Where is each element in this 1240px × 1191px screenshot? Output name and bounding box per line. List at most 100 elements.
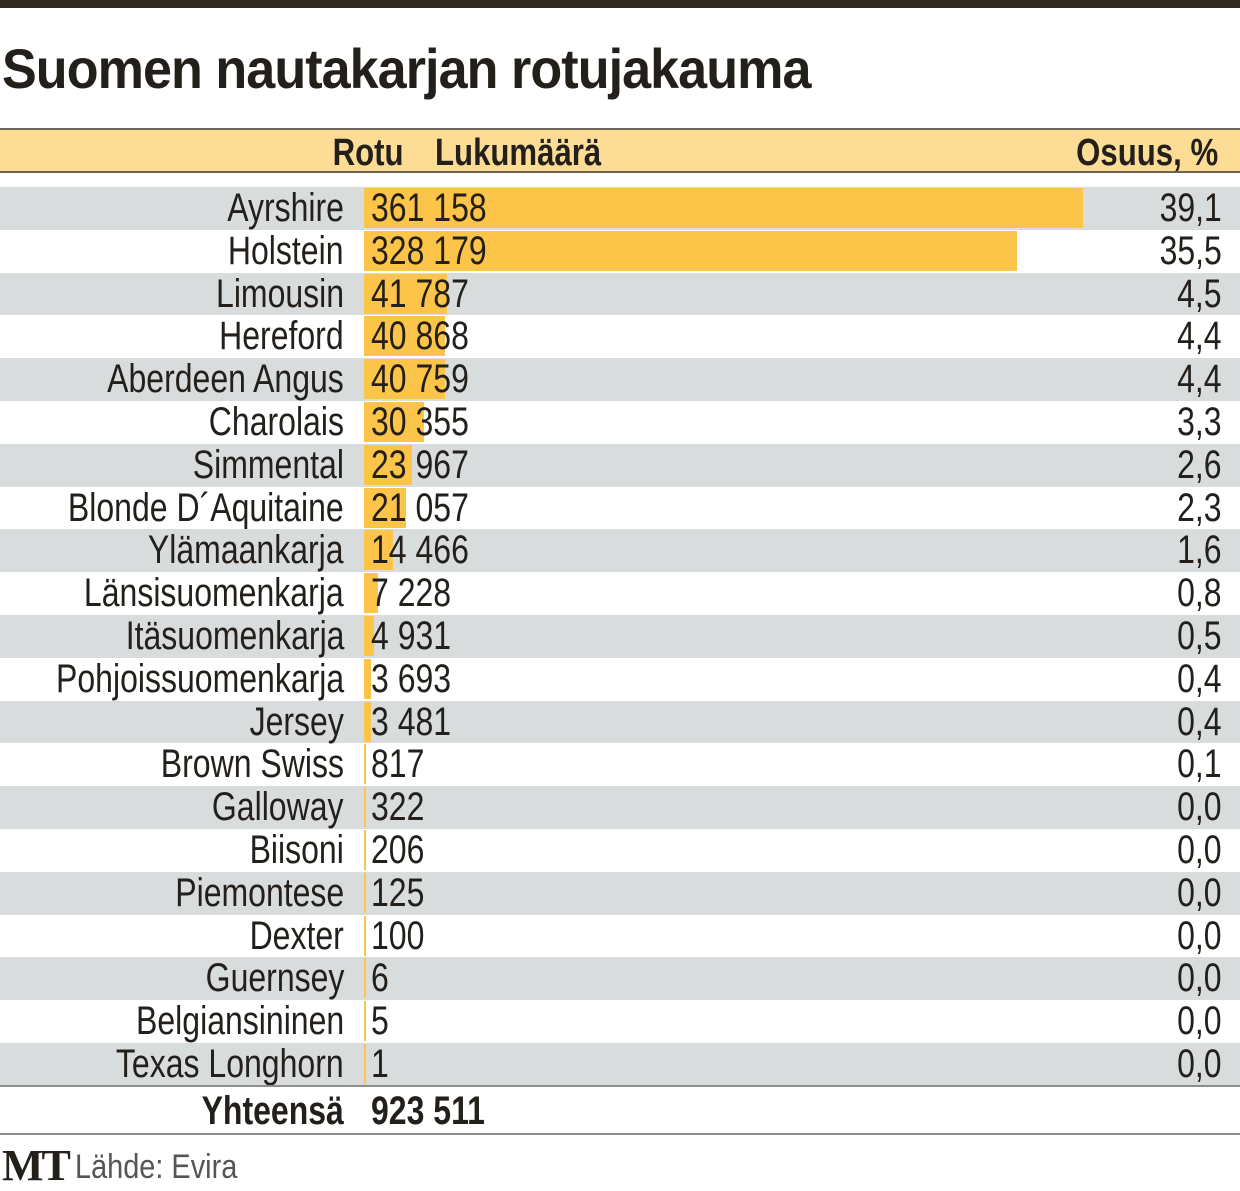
count-label: 817 (371, 742, 425, 787)
percent-label: 2,3 (1177, 485, 1222, 530)
bar (364, 1043, 366, 1084)
breed-label: Länsisuomenkarja (84, 571, 344, 616)
breed-label: Ylämaankarja (148, 528, 344, 573)
breed-label: Dexter (249, 913, 344, 958)
breed-label: Pohjoissuomenkarja (55, 656, 344, 701)
table-row: Holstein 328 179 35,5 (0, 228, 1240, 273)
mt-logo: MT (2, 1141, 71, 1190)
breed-label: Aberdeen Angus (107, 357, 344, 402)
percent-label: 0,4 (1177, 699, 1222, 744)
percent-label: 1,6 (1177, 528, 1222, 573)
total-value: 923 511 (371, 1089, 485, 1133)
table-row: Hereford 40 868 4,4 (0, 315, 1240, 358)
count-label: 30 355 (371, 399, 469, 444)
bar (364, 401, 425, 442)
table-row: Limousin 41 787 4,5 (0, 271, 1240, 316)
percent-label: 0,0 (1177, 870, 1222, 915)
table-row: Länsisuomenkarja 7 228 0,8 (0, 572, 1240, 615)
percent-label: 4,5 (1177, 271, 1222, 316)
header-osuus: Osuus, % (1076, 132, 1218, 174)
breed-label: Texas Longhorn (116, 1041, 344, 1086)
percent-label: 0,0 (1177, 999, 1222, 1044)
table-body: Ayrshire 361 158 39,1 Holstein 328 179 35,5 Li… (0, 187, 1240, 1086)
breed-label: Simmental (192, 442, 344, 487)
percent-label: 3,3 (1177, 399, 1222, 444)
breed-label: Limousin (215, 271, 344, 316)
table-row: Galloway 322 0,0 (0, 786, 1240, 829)
bar (364, 872, 366, 913)
table-header: Rotu Lukumäärä Osuus, % (0, 128, 1240, 174)
count-label: 23 967 (371, 442, 469, 487)
percent-label: 0,0 (1177, 1041, 1222, 1086)
table-row: Dexter 100 0,0 (0, 913, 1240, 958)
table-row: Brown Swiss 817 0,1 (0, 743, 1240, 786)
count-label: 3 481 (371, 699, 452, 744)
bar (364, 530, 393, 571)
percent-label: 35,5 (1159, 228, 1222, 273)
table-row: Ylämaankarja 14 466 1,6 (0, 528, 1240, 573)
breed-label: Blonde D´Aquitaine (68, 485, 344, 530)
bar (364, 915, 366, 956)
bar (364, 787, 366, 828)
breed-label: Guernsey (205, 956, 344, 1001)
table-row: Simmental 23 967 2,6 (0, 442, 1240, 487)
bar (364, 573, 379, 614)
bar (364, 658, 372, 699)
count-label: 125 (371, 870, 425, 915)
table-row: Aberdeen Angus 40 759 4,4 (0, 358, 1240, 401)
breed-label: Galloway (212, 785, 344, 830)
table-row: Jersey 3 481 0,4 (0, 699, 1240, 744)
bar (364, 316, 446, 357)
divider (0, 1133, 1240, 1135)
bar (364, 829, 366, 870)
divider (0, 1085, 1240, 1087)
header-rotu: Rotu (333, 132, 404, 174)
count-label: 361 158 (371, 186, 487, 230)
table-row: Texas Longhorn 1 0,0 (0, 1041, 1240, 1086)
breed-label: Hereford (219, 314, 345, 359)
header-lukumaara: Lukumäärä (435, 132, 602, 174)
bar (364, 444, 412, 485)
table-row: Pohjoissuomenkarja 3 693 0,4 (0, 656, 1240, 701)
table-row: Guernsey 6 0,0 (0, 956, 1240, 1001)
bar (364, 273, 448, 314)
breed-label: Belgiansininen (135, 999, 344, 1044)
table-row: Piemontese 125 0,0 (0, 870, 1240, 915)
breed-label: Jersey (249, 699, 344, 744)
count-label: 40 868 (371, 314, 469, 359)
count-label: 1 (371, 1041, 389, 1086)
bar (364, 701, 371, 742)
table-row: Belgiansininen 5 0,0 (0, 1000, 1240, 1043)
bar (364, 615, 374, 656)
chart-title: Suomen nautakarjan rotujakauma (2, 37, 811, 100)
count-label: 40 759 (371, 357, 469, 402)
bar (364, 1001, 366, 1042)
count-label: 41 787 (371, 271, 469, 316)
bar (364, 487, 406, 528)
count-label: 6 (371, 956, 389, 1001)
table-row: Biisoni 206 0,0 (0, 827, 1240, 872)
percent-label: 39,1 (1159, 186, 1222, 230)
percent-label: 4,4 (1177, 314, 1222, 359)
table-row: Itäsuomenkarja 4 931 0,5 (0, 613, 1240, 658)
breed-label: Brown Swiss (160, 742, 344, 787)
breed-label: Holstein (228, 228, 344, 273)
percent-label: 0,8 (1177, 571, 1222, 616)
breed-label: Itäsuomenkarja (125, 613, 344, 658)
table-row: Charolais 30 355 3,3 (0, 399, 1240, 444)
count-label: 328 179 (371, 228, 487, 273)
count-label: 100 (371, 913, 425, 958)
total-label: Yhteensä (201, 1089, 344, 1133)
percent-label: 0,0 (1177, 827, 1222, 872)
percent-label: 2,6 (1177, 442, 1222, 487)
top-rule (0, 0, 1240, 8)
count-label: 322 (371, 785, 425, 830)
percent-label: 0,1 (1177, 742, 1222, 787)
count-label: 206 (371, 827, 425, 872)
percent-label: 0,0 (1177, 956, 1222, 1001)
count-label: 21 057 (371, 485, 469, 530)
count-label: 7 228 (371, 571, 452, 616)
source-note: Lähde: Evira (75, 1148, 238, 1186)
percent-label: 0,4 (1177, 656, 1222, 701)
breed-label: Biisoni (249, 827, 344, 872)
